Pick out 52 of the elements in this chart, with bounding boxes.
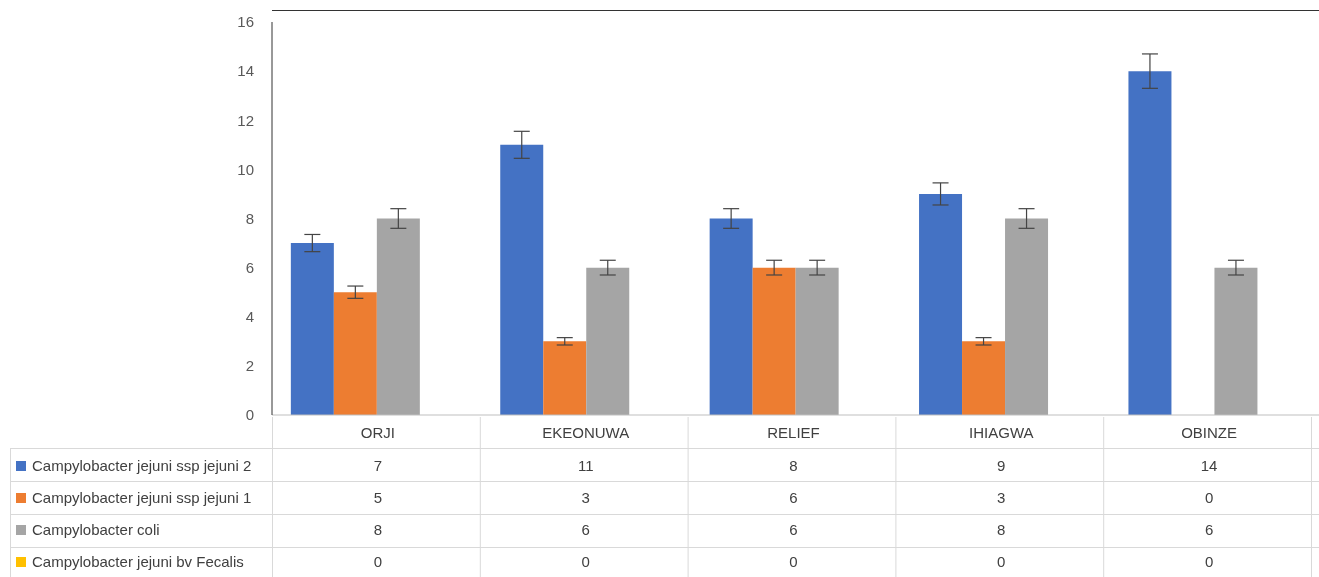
- bar: [795, 267, 839, 415]
- bar: [586, 267, 630, 415]
- legend-label: Campylobacter jejuni bv Fecalis: [32, 552, 244, 570]
- x-tick-label: OBINZE: [1180, 422, 1238, 443]
- data-label: 8: [372, 519, 384, 540]
- x-tick-label: RELIEF: [766, 422, 821, 443]
- legend-label: Campylobacter jejuni ssp jejuni 1: [32, 488, 252, 506]
- y-tick-label: 10: [237, 160, 254, 178]
- data-label: 6: [788, 487, 799, 508]
- bar: [500, 144, 544, 415]
- legend-label: Campylobacter coli: [32, 520, 160, 538]
- data-label: 0: [580, 551, 591, 572]
- y-tick-label: 4: [245, 308, 254, 326]
- bar: [1005, 218, 1049, 415]
- bar: [709, 218, 753, 415]
- data-label: 6: [1203, 519, 1215, 540]
- bar: [1128, 71, 1172, 415]
- y-tick-label: 2: [245, 357, 254, 375]
- data-label: 3: [996, 487, 1007, 508]
- bar: [1214, 267, 1258, 415]
- y-tick-label: 6: [245, 258, 254, 276]
- data-label: 8: [996, 519, 1007, 540]
- data-label: 0: [1203, 551, 1215, 572]
- y-tick-label: 12: [237, 111, 254, 129]
- data-label: 0: [996, 551, 1007, 572]
- y-tick-label: 0: [245, 406, 254, 424]
- data-label: 3: [580, 487, 591, 508]
- data-label: 9: [996, 455, 1007, 476]
- data-label: 11: [576, 455, 595, 476]
- bar: [376, 218, 420, 415]
- bar: [290, 243, 334, 415]
- data-label: 5: [372, 487, 384, 508]
- data-label: 6: [580, 519, 591, 540]
- bar: [543, 341, 587, 415]
- data-label: 8: [788, 455, 799, 476]
- data-label: 7: [372, 455, 384, 476]
- x-tick-label: EKEONUWA: [541, 422, 631, 443]
- bar: [919, 193, 963, 415]
- data-label: 6: [788, 519, 799, 540]
- bar: [752, 267, 796, 415]
- data-label: 14: [1199, 455, 1219, 476]
- x-tick-label: IHIAGWA: [968, 422, 1035, 443]
- y-tick-label: 16: [237, 13, 254, 31]
- x-tick-label: ORJI: [359, 422, 396, 443]
- bar: [333, 292, 377, 415]
- data-label: 0: [1203, 487, 1215, 508]
- data-label: 0: [788, 551, 799, 572]
- y-tick-label: 14: [237, 62, 254, 80]
- legend-label: Campylobacter jejuni ssp jejuni 2: [32, 456, 252, 474]
- bar: [962, 341, 1006, 415]
- data-label: 0: [372, 551, 384, 572]
- y-tick-label: 8: [245, 209, 254, 227]
